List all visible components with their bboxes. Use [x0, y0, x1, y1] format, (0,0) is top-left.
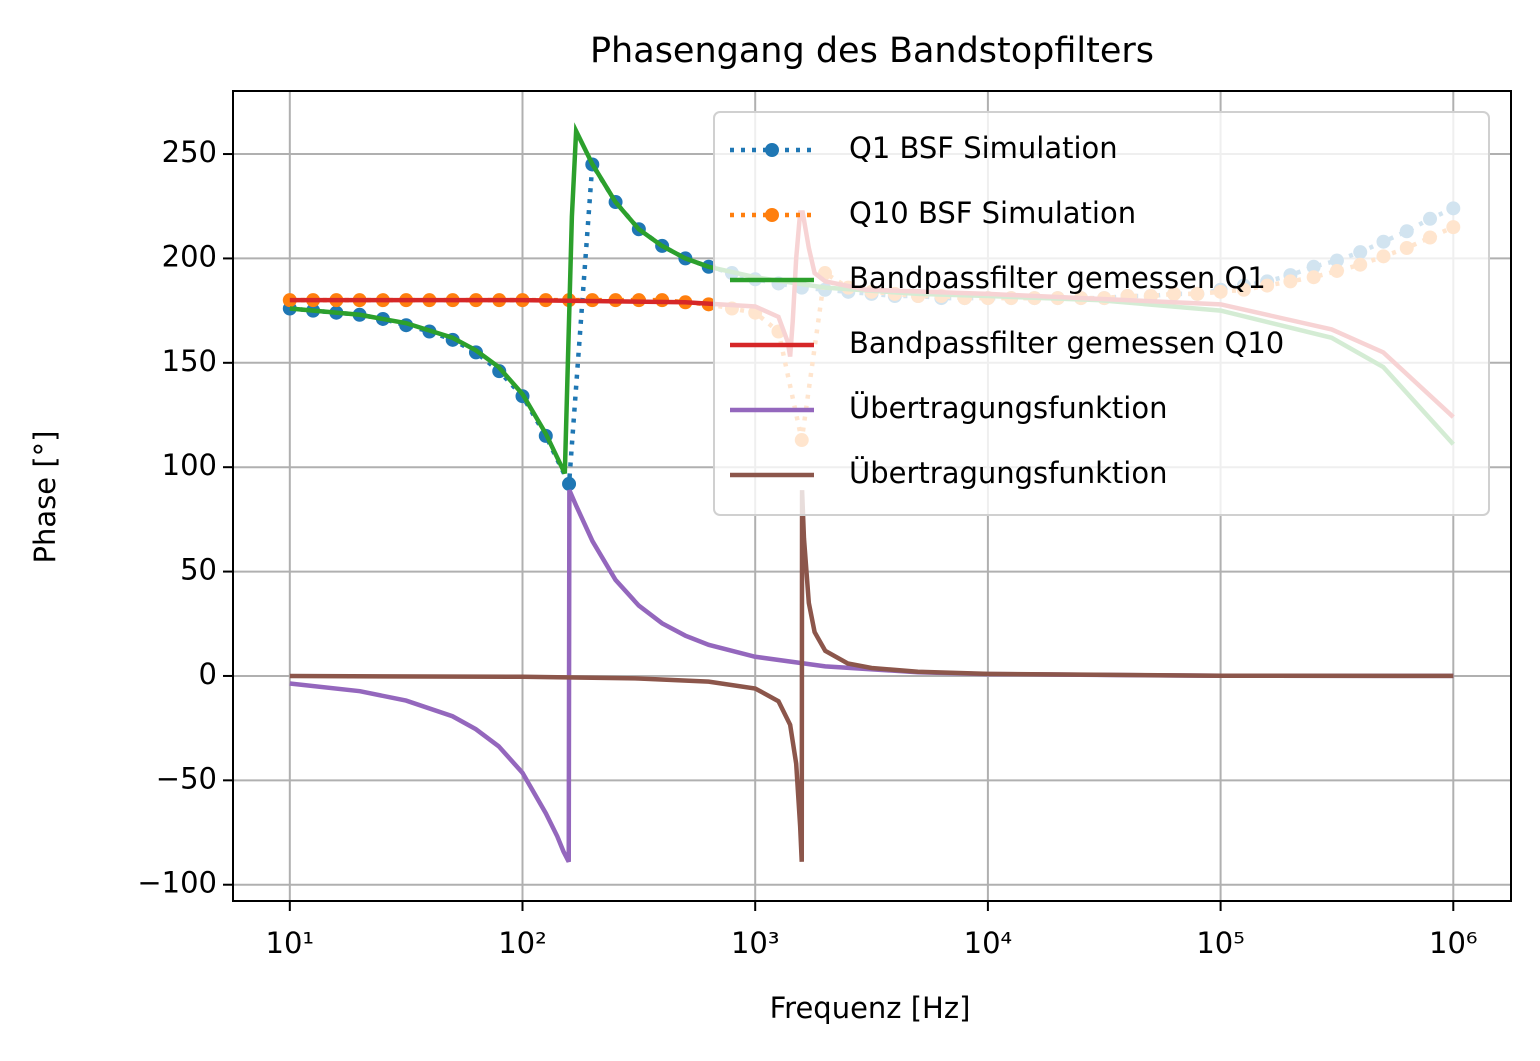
legend-label: Q1 BSF Simulation: [849, 131, 1118, 165]
legend-box: [713, 111, 1490, 516]
legend-label: Q10 BSF Simulation: [849, 196, 1136, 230]
y-tick-label: −100: [137, 866, 217, 900]
x-tick-label: 10⁶: [1429, 926, 1478, 960]
legend-label: Übertragungsfunktion: [849, 391, 1167, 425]
x-tick-label: 10⁴: [964, 926, 1013, 960]
legend-label: Übertragungsfunktion: [849, 456, 1167, 490]
y-tick-label: 150: [162, 344, 217, 378]
legend-marker: [765, 208, 779, 222]
legend-label: Bandpassfilter gemessen Q1: [849, 261, 1266, 295]
y-axis-label: Phase [°]: [28, 431, 62, 564]
legend-label: Bandpassfilter gemessen Q10: [849, 326, 1284, 360]
x-axis-label: Frequenz [Hz]: [770, 991, 971, 1025]
plot-frame: [232, 90, 1512, 902]
y-tick-label: −50: [156, 761, 217, 795]
y-tick-label: 100: [162, 448, 217, 482]
y-tick-label: 200: [162, 239, 217, 273]
series-marker: [562, 476, 577, 491]
y-tick-label: 0: [199, 657, 217, 691]
x-tick-label: 10³: [731, 926, 780, 960]
x-tick-label: 10¹: [266, 926, 315, 960]
x-tick-label: 10²: [498, 926, 547, 960]
x-tick-label: 10⁵: [1196, 926, 1245, 960]
y-tick-label: 50: [180, 553, 217, 587]
legend-marker: [765, 143, 779, 157]
y-tick-label: 250: [162, 135, 217, 169]
chart-title: Phasengang des Bandstopfilters: [590, 31, 1154, 71]
series-marker: [282, 293, 297, 308]
series-line: [289, 489, 1454, 863]
